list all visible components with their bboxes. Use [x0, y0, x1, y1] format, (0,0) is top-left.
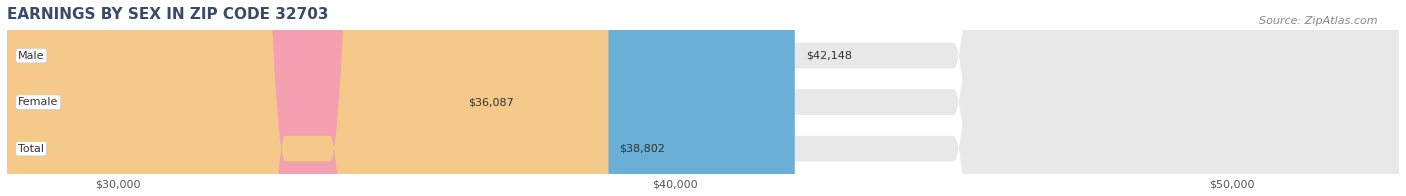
FancyBboxPatch shape: [7, 0, 609, 196]
Text: Source: ZipAtlas.com: Source: ZipAtlas.com: [1260, 16, 1378, 26]
Text: $36,087: $36,087: [468, 97, 515, 107]
Text: $38,802: $38,802: [620, 144, 665, 154]
Text: Total: Total: [18, 144, 44, 154]
Text: EARNINGS BY SEX IN ZIP CODE 32703: EARNINGS BY SEX IN ZIP CODE 32703: [7, 7, 329, 22]
Text: Male: Male: [18, 51, 45, 61]
Text: $42,148: $42,148: [806, 51, 852, 61]
FancyBboxPatch shape: [7, 0, 794, 196]
Text: Female: Female: [18, 97, 59, 107]
FancyBboxPatch shape: [7, 0, 1399, 196]
FancyBboxPatch shape: [7, 0, 1399, 196]
FancyBboxPatch shape: [7, 0, 457, 196]
FancyBboxPatch shape: [7, 0, 1399, 196]
